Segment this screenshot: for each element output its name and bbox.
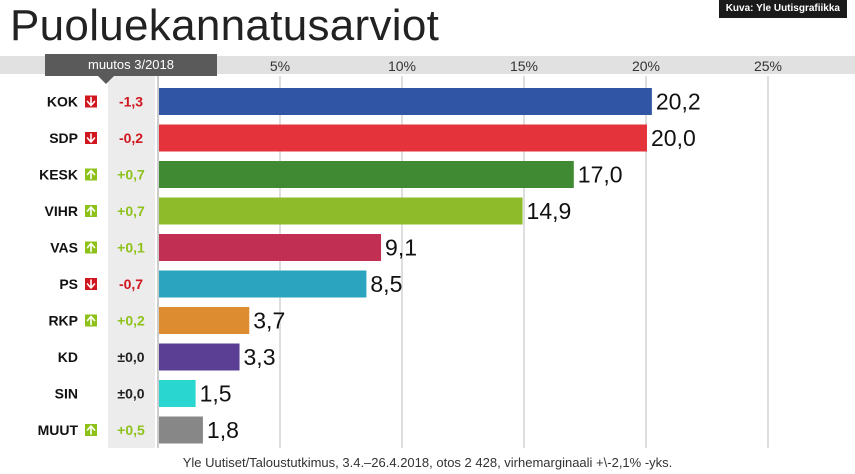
party-label: SDP — [49, 130, 78, 146]
source-note: Yle Uutiset/Taloustutkimus, 3.4.–26.4.20… — [182, 455, 673, 470]
change-value: -0,2 — [119, 130, 143, 146]
change-value: ±0,0 — [117, 386, 144, 402]
page-title: Puoluekannatusarviot — [10, 1, 440, 50]
arrow-down-glyph — [86, 96, 96, 107]
data-label: 20,0 — [651, 125, 696, 151]
change-value: +0,7 — [117, 167, 145, 183]
data-label: 9,1 — [385, 235, 417, 261]
change-header: muutos 3/2018 — [45, 54, 217, 76]
data-label: 1,8 — [207, 417, 239, 443]
bar-vihr — [159, 197, 523, 225]
arrow-up-glyph — [86, 425, 96, 435]
data-label: 14,9 — [527, 198, 572, 224]
party-label: PS — [59, 276, 78, 292]
change-value: +0,2 — [117, 313, 145, 329]
bar-ps — [159, 270, 367, 298]
bar-sdp — [159, 124, 647, 152]
data-label: 1,5 — [200, 381, 232, 407]
image-credit: Kuva: Yle Uutisgrafiikka — [718, 0, 847, 18]
party-label: KOK — [47, 94, 78, 110]
arrow-up-glyph — [86, 206, 96, 216]
bar-rkp — [159, 307, 250, 334]
bar-muut — [159, 416, 203, 444]
arrow-up-glyph — [86, 242, 96, 253]
data-label: 8,5 — [370, 271, 402, 297]
data-label: 3,3 — [244, 344, 276, 370]
arrow-up-glyph — [86, 169, 96, 180]
x-tick-label: 5% — [270, 58, 290, 74]
party-label: MUUT — [38, 422, 79, 438]
data-label: 20,2 — [656, 89, 701, 115]
change-value: +0,1 — [117, 240, 145, 256]
bar-sin — [159, 380, 196, 407]
change-value: -1,3 — [119, 94, 143, 110]
x-tick-label: 15% — [510, 58, 538, 74]
change-value: +0,5 — [117, 422, 145, 438]
change-value: +0,7 — [117, 203, 145, 219]
arrow-down-glyph — [86, 279, 96, 289]
bar-kesk — [159, 161, 574, 188]
x-tick-label: 20% — [632, 58, 660, 74]
change-header-pointer — [98, 76, 114, 84]
bar-kok — [159, 88, 652, 115]
change-value: ±0,0 — [117, 349, 144, 365]
data-label: 17,0 — [578, 162, 623, 188]
party-label: KD — [58, 349, 78, 365]
party-label: VIHR — [45, 203, 78, 219]
bar-kd — [159, 343, 240, 371]
bar-vas — [159, 234, 382, 261]
x-tick-label: 10% — [388, 58, 416, 74]
x-tick-label: 25% — [754, 58, 782, 74]
change-column — [108, 76, 155, 448]
party-label: RKP — [48, 313, 78, 329]
party-label: SIN — [55, 386, 78, 402]
arrow-up-glyph — [86, 315, 96, 326]
change-value: -0,7 — [119, 276, 143, 292]
party-label: KESK — [39, 167, 78, 183]
arrow-down-glyph — [86, 133, 96, 143]
data-label: 3,7 — [253, 308, 285, 334]
party-label: VAS — [50, 240, 78, 256]
